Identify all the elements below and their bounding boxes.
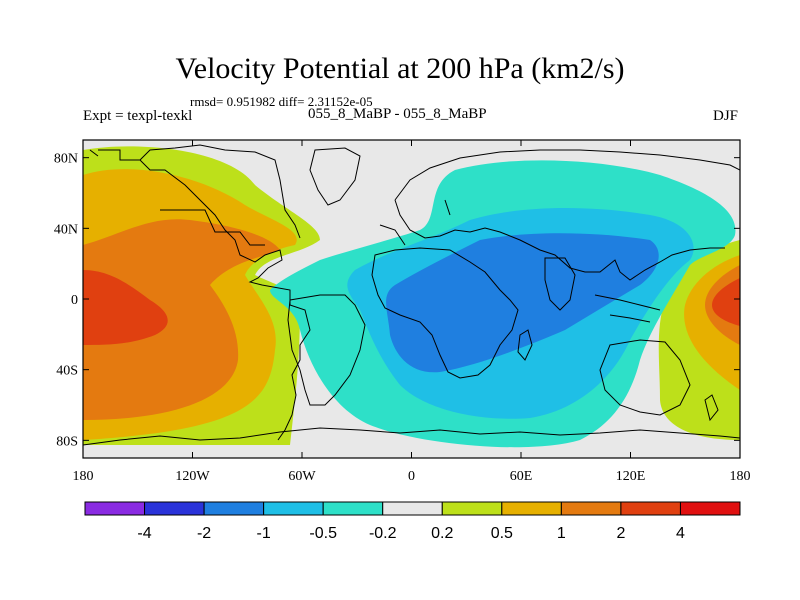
latitude-axis: 80N 40N 0 40S 80S bbox=[54, 152, 740, 449]
colorbar-swatch bbox=[144, 501, 205, 516]
lat-label: 80N bbox=[54, 152, 78, 167]
coastline-australia bbox=[599, 339, 691, 416]
lat-label: 80S bbox=[56, 434, 78, 449]
lon-label: 120E bbox=[616, 469, 646, 484]
colorbar: -4 -2 -1 -0.5 -0.2 0.2 0.5 1 2 4 bbox=[84, 501, 741, 542]
coastline-eurasia bbox=[379, 149, 740, 281]
colorbar-swatch bbox=[322, 501, 384, 516]
rmsd-diff-stats: rmsd= 0.951982 diff= 2.31152e-05 bbox=[190, 94, 373, 109]
colorbar-swatch bbox=[84, 501, 146, 516]
season-label: DJF bbox=[713, 108, 739, 124]
coastline-greenland bbox=[309, 147, 361, 206]
coastline-new-zealand bbox=[704, 394, 719, 422]
coastline-maritime-continent bbox=[594, 294, 661, 323]
colorbar-swatch bbox=[560, 501, 622, 516]
positive-region-2-east bbox=[712, 278, 740, 326]
lon-label: 180 bbox=[730, 469, 751, 484]
colorbar-swatch bbox=[679, 501, 741, 516]
lon-label: 60E bbox=[510, 469, 533, 484]
coastline-south-america bbox=[287, 294, 366, 406]
plot-title: Velocity Potential at 200 hPa (km2/s) bbox=[175, 52, 625, 85]
colorbar-label: 0.5 bbox=[491, 525, 513, 542]
lat-label: 0 bbox=[71, 293, 78, 308]
colorbar-swatch bbox=[620, 501, 681, 516]
colorbar-label: -0.2 bbox=[369, 525, 397, 542]
negative-region-1 bbox=[386, 233, 659, 373]
colorbar-swatch bbox=[203, 501, 265, 516]
colorbar-label: 1 bbox=[557, 525, 566, 542]
lon-label: 60W bbox=[288, 469, 316, 484]
colorbar-swatch bbox=[441, 501, 503, 516]
coastline-madagascar bbox=[517, 329, 533, 361]
colorbar-swatch bbox=[382, 501, 443, 516]
colorbar-label: 0.2 bbox=[431, 525, 453, 542]
lat-label: 40S bbox=[56, 364, 78, 379]
colorbar-label: -1 bbox=[257, 525, 271, 542]
colorbar-label: 2 bbox=[616, 525, 625, 542]
colorbar-swatch bbox=[263, 501, 324, 516]
positive-region-1 bbox=[83, 219, 280, 420]
coastlines bbox=[83, 144, 740, 446]
colorbar-label: -0.5 bbox=[309, 525, 337, 542]
lon-label: 120W bbox=[175, 469, 210, 484]
lat-label: 40N bbox=[54, 222, 78, 237]
map-field bbox=[83, 140, 740, 458]
positive-region-2 bbox=[83, 270, 168, 345]
case-names: 055_8_MaBP - 055_8_MaBP bbox=[308, 106, 487, 122]
lon-label: 180 bbox=[73, 469, 94, 484]
coastline-north-america bbox=[89, 144, 311, 441]
experiment-label: Expt = texpl-texkl bbox=[83, 108, 193, 124]
colorbar-label: 4 bbox=[676, 525, 685, 542]
coastline-india bbox=[544, 257, 576, 311]
colorbar-label: -2 bbox=[197, 525, 211, 542]
coastline-africa bbox=[371, 247, 519, 379]
coastline-antarctica bbox=[83, 427, 740, 446]
longitude-axis: 180 120W 60W 0 60E 120E 180 bbox=[73, 140, 751, 484]
lon-label: 0 bbox=[408, 469, 415, 484]
colorbar-label: -4 bbox=[137, 525, 151, 542]
colorbar-swatch bbox=[501, 501, 562, 516]
